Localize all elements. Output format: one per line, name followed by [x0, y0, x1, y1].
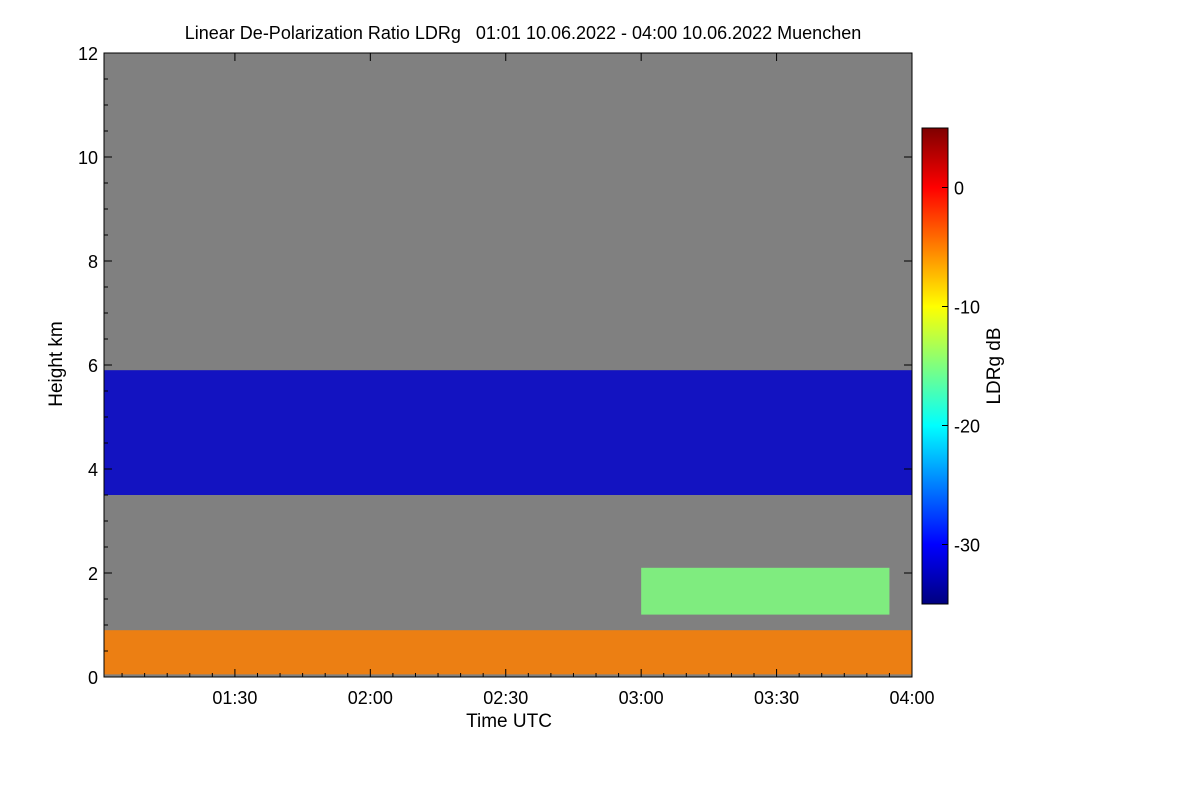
x-tick-label: 01:30 [212, 688, 257, 708]
y-axis-label: Height km [46, 321, 67, 407]
colorbar-label: LDRg dB [984, 327, 1005, 404]
y-tick-label: 12 [78, 44, 98, 64]
colorbar-ticks: 0 -10 -20 -30 [942, 179, 980, 556]
x-tick-label: 03:00 [619, 688, 664, 708]
colorbar-tick-label: -10 [954, 298, 980, 318]
feature-boundary-layer-aerosol [104, 630, 912, 675]
x-tick-label: 04:00 [889, 688, 934, 708]
y-tick-label: 8 [88, 252, 98, 272]
colorbar-tick-label: 0 [954, 179, 964, 199]
x-axis-label: Time UTC [466, 711, 552, 732]
colorbar-tick-label: -30 [954, 536, 980, 556]
x-tick-label: 02:00 [348, 688, 393, 708]
y-tick-label: 10 [78, 148, 98, 168]
y-tick-label: 2 [88, 564, 98, 584]
heatmap-features [104, 370, 912, 675]
x-tick-label: 03:30 [754, 688, 799, 708]
x-tick-label: 02:30 [483, 688, 528, 708]
feature-elevated-aerosol-layer [641, 567, 890, 615]
x-axis: 01:30 02:00 02:30 03:00 03:30 04:00 [121, 53, 935, 708]
colorbar-tick-label: -20 [954, 417, 980, 437]
y-tick-label: 0 [88, 668, 98, 688]
y-tick-label: 4 [88, 460, 98, 480]
y-tick-label: 6 [88, 356, 98, 376]
feature-cirrus-layer [104, 370, 912, 495]
colorbar [921, 127, 949, 605]
y-axis: 0 2 4 6 8 10 12 [78, 44, 912, 688]
chart-title: Linear De-Polarization Ratio LDRg 01:01 … [185, 23, 861, 43]
